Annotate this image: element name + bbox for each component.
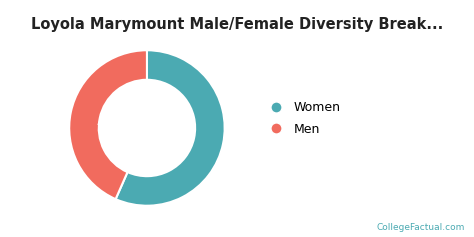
- Legend: Women, Men: Women, Men: [260, 97, 345, 139]
- Wedge shape: [116, 50, 225, 206]
- Text: CollegeFactual.com: CollegeFactual.com: [376, 223, 465, 232]
- Text: 43.4%: 43.4%: [97, 119, 132, 129]
- Text: 56.6%: 56.6%: [153, 132, 188, 142]
- Wedge shape: [69, 50, 147, 199]
- Text: Loyola Marymount Male/Female Diversity Break...: Loyola Marymount Male/Female Diversity B…: [31, 17, 443, 32]
